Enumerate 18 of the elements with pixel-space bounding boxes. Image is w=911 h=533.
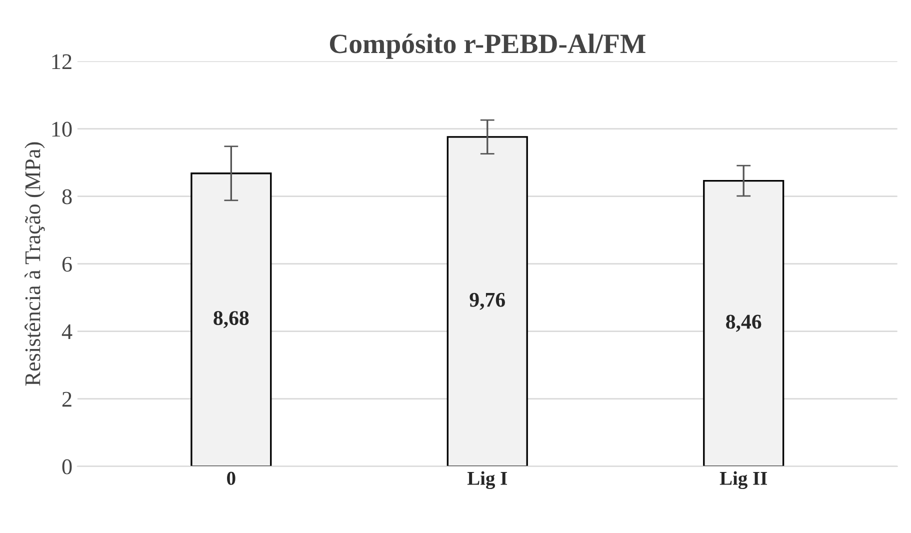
data-label: 9,76: [470, 292, 506, 310]
y-tick-label: 4: [62, 324, 72, 340]
x-tick-label: 0: [227, 472, 236, 485]
y-tick-label: 0: [62, 459, 72, 474]
x-tick-label: Lig II: [720, 471, 767, 490]
y-tick-label: 8: [62, 189, 72, 204]
y-tick-label: 2: [62, 392, 72, 407]
y-tick-label: 6: [62, 256, 72, 272]
y-axis-title: Resistência à Tração (MPa): [24, 142, 45, 386]
bar: [703, 180, 784, 466]
y-tick-label: 10: [52, 122, 72, 137]
bar: [190, 172, 272, 466]
chart-title: Compósito r-PEBD-Al/FM: [330, 34, 646, 59]
data-label: 8,68: [214, 311, 249, 328]
y-tick-label: 12: [52, 54, 72, 70]
bar: [446, 136, 528, 466]
x-tick-label: Lig I: [467, 471, 507, 490]
data-label: 8,46: [726, 314, 762, 332]
